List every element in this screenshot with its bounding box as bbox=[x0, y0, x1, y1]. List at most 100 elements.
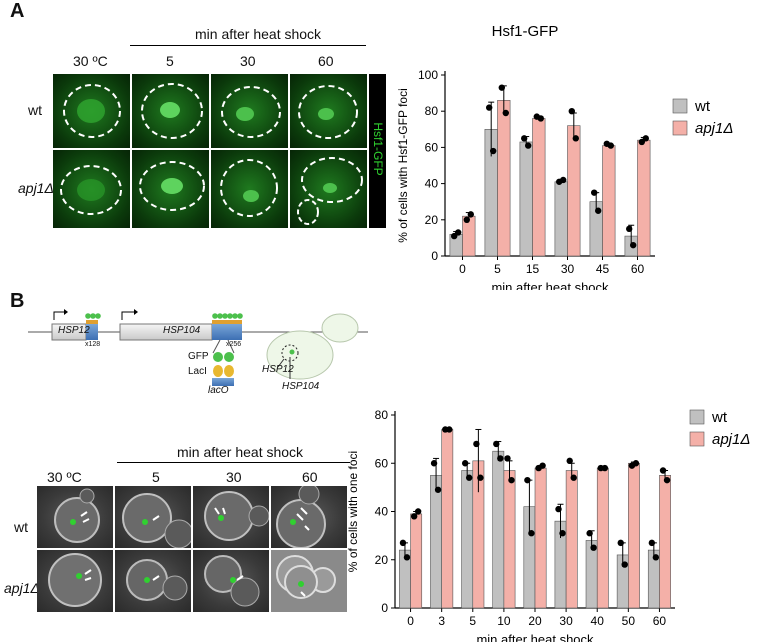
micrograph-b-apj1-5 bbox=[115, 550, 191, 612]
data-point bbox=[570, 474, 577, 481]
x-tick-label: 60 bbox=[653, 614, 667, 628]
panel-b-row-apj1: apj1Δ bbox=[4, 580, 40, 596]
schematic-gene2-count: x256 bbox=[226, 341, 242, 348]
data-point bbox=[504, 455, 511, 462]
panel-b-letter: B bbox=[10, 290, 25, 312]
x-tick-label: 5 bbox=[494, 262, 501, 276]
data-point bbox=[473, 440, 480, 448]
panel-b-header-line bbox=[117, 462, 350, 463]
data-point bbox=[414, 508, 422, 515]
bar bbox=[585, 540, 598, 609]
panel-b-header: min after heat shock bbox=[177, 444, 304, 460]
panel-b-row-wt: wt bbox=[14, 519, 28, 535]
legend-swatch bbox=[672, 98, 688, 114]
data-point bbox=[626, 225, 633, 233]
x-tick-label: 60 bbox=[631, 262, 645, 276]
data-point bbox=[663, 476, 671, 484]
data-point bbox=[508, 476, 515, 484]
data-point bbox=[502, 109, 509, 117]
micrograph-a-wt-30c bbox=[53, 74, 130, 148]
panel-a-col-2: 30 bbox=[240, 53, 256, 69]
schematic-cell-label2: HSP104 bbox=[282, 381, 320, 392]
schematic-laci-label: LacI bbox=[188, 366, 207, 377]
data-point bbox=[403, 554, 411, 561]
x-tick-label: 20 bbox=[528, 614, 542, 628]
micrograph-a-apj1-60 bbox=[290, 150, 367, 228]
y-axis-label: % of cells with Hsf1-GFP foci bbox=[396, 88, 410, 243]
data-point bbox=[498, 84, 505, 91]
micrograph-a-apj1-30 bbox=[211, 150, 288, 228]
data-point bbox=[486, 104, 493, 111]
x-tick-label: 50 bbox=[622, 614, 636, 628]
data-point bbox=[521, 135, 528, 142]
cell-schematic bbox=[266, 313, 359, 380]
data-point bbox=[539, 462, 546, 469]
data-point bbox=[617, 539, 624, 547]
data-point bbox=[652, 554, 660, 561]
x-tick-label: 15 bbox=[526, 262, 540, 276]
panel-b-col-1: 5 bbox=[152, 469, 160, 485]
schematic-gene2-label: HSP104 bbox=[163, 325, 201, 336]
data-point bbox=[497, 455, 504, 462]
bar bbox=[519, 141, 533, 257]
bar bbox=[565, 470, 578, 609]
panel-b-col-3: 60 bbox=[302, 469, 318, 485]
data-point bbox=[630, 241, 637, 249]
schematic-diagram bbox=[28, 309, 368, 386]
legend-label: wt bbox=[711, 409, 728, 426]
data-point bbox=[446, 426, 453, 433]
bar bbox=[441, 429, 454, 609]
x-axis-label: min after heat shock bbox=[476, 632, 594, 642]
micrograph-b-apj1-60 bbox=[271, 550, 347, 612]
micrograph-a-apj1-5 bbox=[132, 150, 209, 228]
x-tick-label: 45 bbox=[596, 262, 610, 276]
data-point bbox=[566, 457, 573, 465]
chart-one-foci: 0 20 40 60 80 % of cells with one foci min aft… bbox=[346, 408, 750, 642]
y-tick-label: 60 bbox=[425, 140, 439, 154]
panel-b-col-2: 30 bbox=[226, 469, 242, 485]
data-point bbox=[463, 216, 470, 223]
data-point bbox=[399, 539, 407, 547]
bar bbox=[503, 470, 516, 609]
data-point bbox=[490, 147, 497, 155]
data-point bbox=[525, 142, 532, 149]
data-point bbox=[477, 474, 484, 481]
data-point bbox=[465, 474, 473, 481]
micrograph-b-wt-60 bbox=[271, 486, 347, 548]
bar bbox=[659, 475, 671, 609]
schematic-cell-label1: HSP12 bbox=[262, 364, 294, 375]
micrograph-a-apj1-30c bbox=[53, 150, 130, 228]
bar bbox=[602, 145, 616, 257]
micrograph-b-wt-30 bbox=[193, 486, 269, 548]
panel-b-col-0: 30 ºC bbox=[47, 469, 82, 485]
micrograph-a-wt-5 bbox=[132, 74, 209, 148]
panel-a-col-0: 30 ºC bbox=[73, 53, 108, 69]
bar bbox=[497, 100, 511, 257]
channel-label: Hsf1-GFP bbox=[371, 122, 385, 176]
data-point bbox=[586, 530, 593, 537]
data-point bbox=[455, 229, 462, 236]
data-point bbox=[648, 539, 656, 547]
bar bbox=[534, 467, 547, 609]
channel-label-box: Hsf1-GFP bbox=[369, 74, 386, 228]
panel-a-letter: A bbox=[10, 0, 25, 22]
data-point bbox=[524, 476, 531, 484]
data-point bbox=[467, 211, 474, 218]
y-tick-label: 80 bbox=[375, 408, 389, 422]
chart-hsf1-gfp: Hsf1-GFP 0 20 40 60 80 100 % of cells with Hsf1… bbox=[396, 23, 733, 290]
data-point bbox=[555, 505, 562, 513]
x-tick-label: 0 bbox=[459, 262, 466, 276]
chart-title: Hsf1-GFP bbox=[492, 23, 559, 40]
y-tick-label: 60 bbox=[375, 456, 389, 470]
y-tick-label: 80 bbox=[425, 104, 439, 118]
legend-label: apj1Δ bbox=[695, 120, 733, 137]
data-point bbox=[568, 108, 575, 115]
x-tick-label: 40 bbox=[591, 614, 605, 628]
y-tick-label: 40 bbox=[375, 505, 389, 519]
data-point bbox=[590, 544, 597, 551]
y-tick-label: 20 bbox=[375, 553, 389, 567]
data-point bbox=[642, 135, 649, 142]
micrograph-b-apj1-30c bbox=[37, 550, 113, 612]
y-tick-label: 20 bbox=[425, 213, 439, 227]
bar bbox=[430, 475, 442, 609]
